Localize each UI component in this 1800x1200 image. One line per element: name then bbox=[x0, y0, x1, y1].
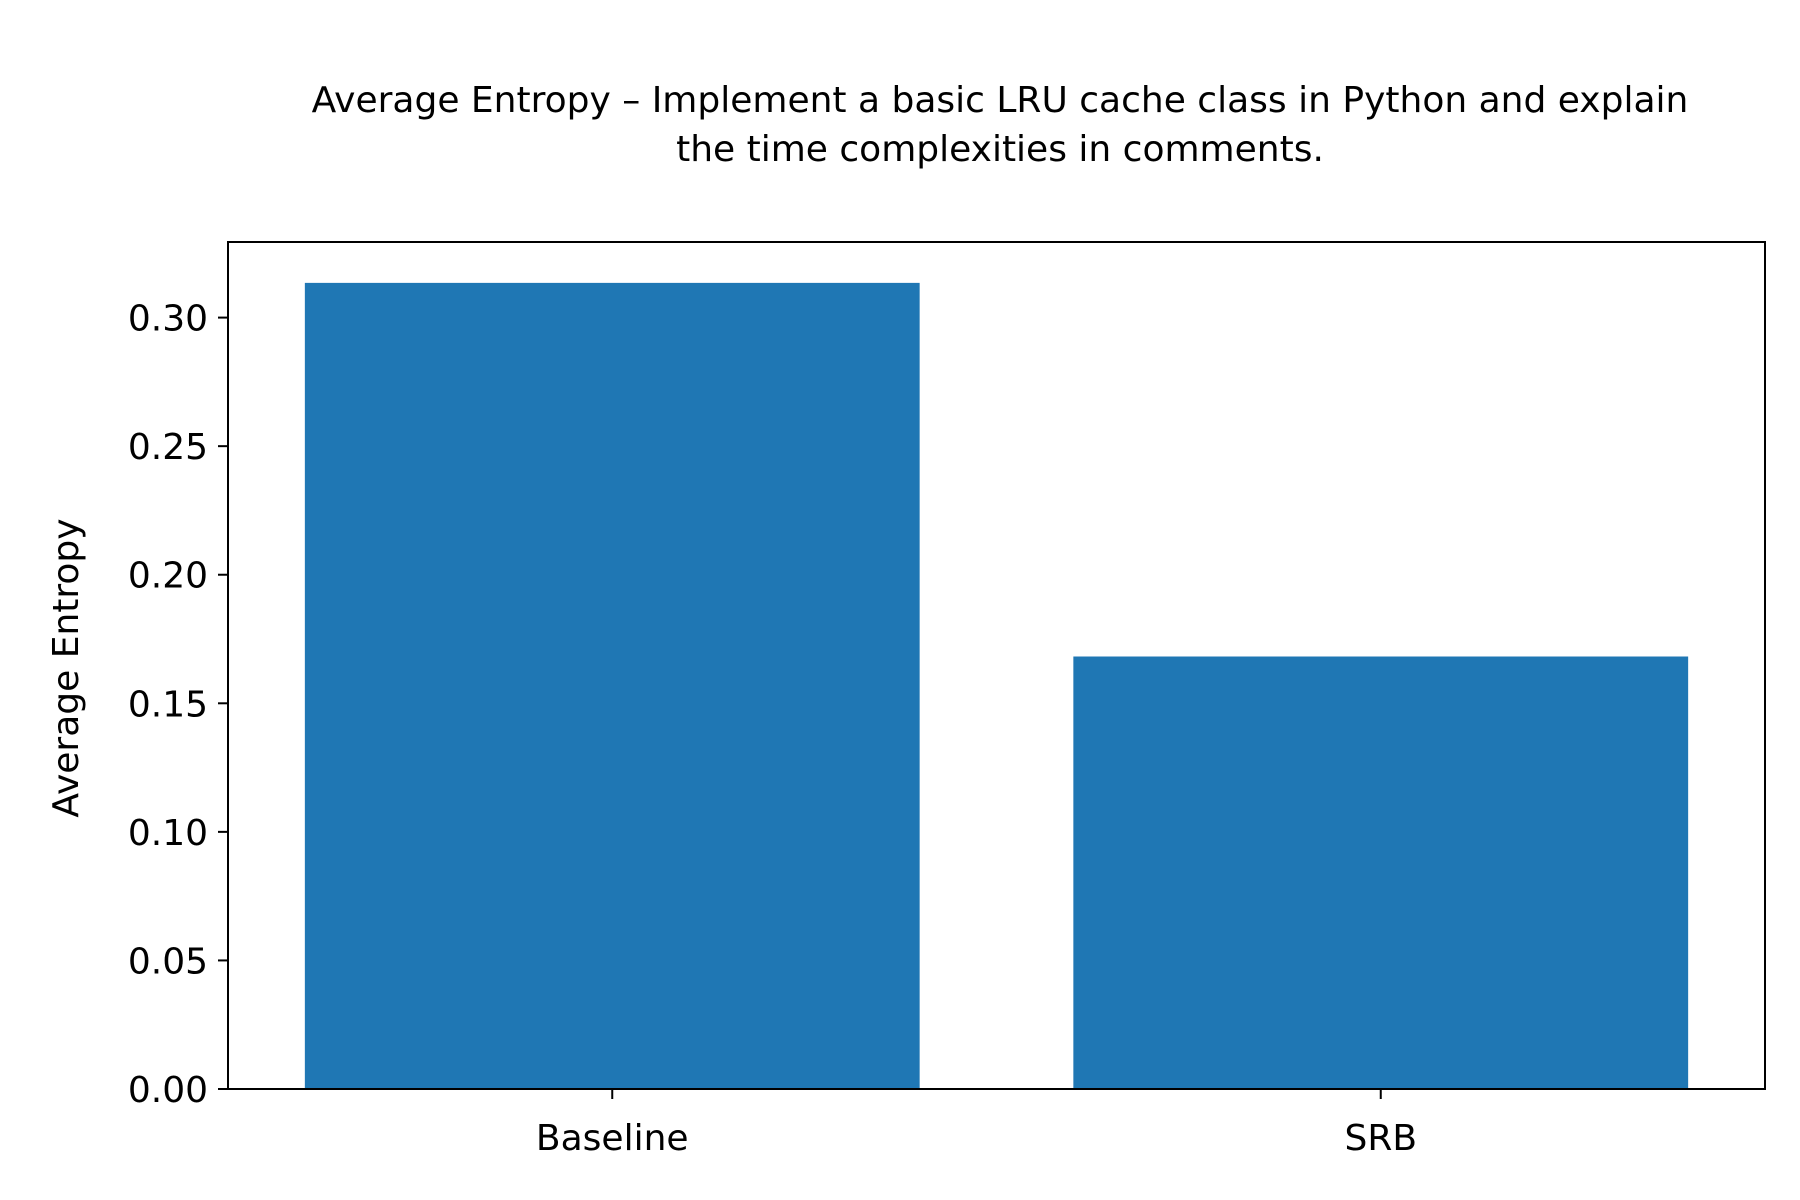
y-axis-label: Average Entropy bbox=[46, 518, 87, 817]
chart-title-line-1: Average Entropy – Implement a basic LRU … bbox=[312, 80, 1689, 121]
bar-srb bbox=[1073, 656, 1689, 1089]
x-tick-label: SRB bbox=[1344, 1118, 1417, 1159]
axes-frame bbox=[227, 241, 1766, 1090]
y-tick-label: 0.05 bbox=[128, 941, 208, 982]
bar-baseline bbox=[304, 282, 920, 1089]
y-tick-label: 0.15 bbox=[128, 684, 208, 725]
y-tick-label: 0.10 bbox=[128, 813, 208, 854]
plot-area bbox=[227, 241, 1766, 1090]
y-tick-label: 0.30 bbox=[128, 299, 208, 340]
x-tick-label: Baseline bbox=[536, 1118, 689, 1159]
y-tick-label: 0.25 bbox=[128, 427, 208, 468]
y-tick-label: 0.20 bbox=[128, 556, 208, 597]
y-tick-label: 0.00 bbox=[128, 1070, 208, 1111]
chart-title-line-2: the time complexities in comments. bbox=[676, 129, 1324, 170]
y-axis: 0.00 0.05 0.10 0.15 0.20 0.25 0.30 bbox=[128, 299, 228, 1111]
x-axis: Baseline SRB bbox=[536, 1089, 1417, 1159]
